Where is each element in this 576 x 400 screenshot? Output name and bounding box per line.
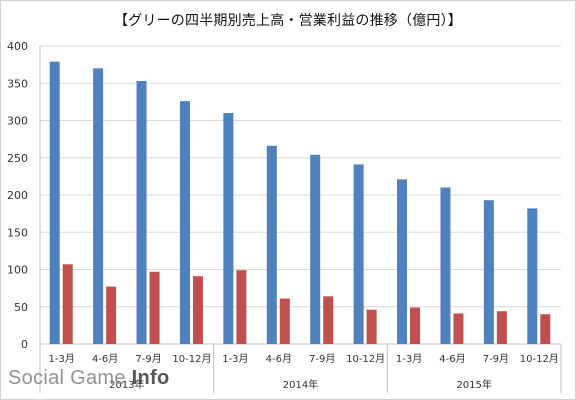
x-tick-label: 4-6月 xyxy=(92,353,118,365)
bar-series-2 xyxy=(453,313,464,344)
x-tick-label: 1-3月 xyxy=(396,353,422,365)
bar-series-1 xyxy=(527,208,538,344)
x-tick-label: 10-12月 xyxy=(172,353,211,365)
x-tick-label: 1-3月 xyxy=(49,353,75,365)
bar-series-1 xyxy=(93,68,104,344)
group-label: 2013年 xyxy=(109,378,144,391)
y-tick-label: 0 xyxy=(21,338,28,351)
bar-series-2 xyxy=(149,271,160,344)
x-tick-label: 10-12月 xyxy=(346,353,385,365)
bar-series-1 xyxy=(440,187,451,344)
y-tick-label: 300 xyxy=(7,115,28,128)
y-tick-label: 150 xyxy=(7,226,28,239)
bar-series-2 xyxy=(366,309,377,344)
watermark-logo: Social Game Info xyxy=(8,367,170,390)
x-tick-label: 10-12月 xyxy=(520,353,559,365)
y-tick-label: 400 xyxy=(7,40,28,53)
bar-series-2 xyxy=(106,286,117,344)
bar-series-1 xyxy=(353,164,364,344)
x-tick-label: 4-6月 xyxy=(266,353,292,365)
group-label: 2015年 xyxy=(456,378,491,391)
x-tick-label: 7-9月 xyxy=(135,353,161,365)
bar-series-1 xyxy=(49,61,60,345)
x-tick-label: 7-9月 xyxy=(309,353,335,365)
chart-title: 【グリーの四半期別売上高・営業利益の推移（億円）】 xyxy=(114,13,462,29)
bar-series-2 xyxy=(62,264,73,344)
bar-series-1 xyxy=(266,145,277,344)
x-tick-label: 4-6月 xyxy=(439,353,465,365)
bar-series-2 xyxy=(496,311,507,344)
bar-series-2 xyxy=(323,296,334,344)
bar-series-1 xyxy=(310,154,321,344)
bar-series-2 xyxy=(279,298,290,344)
watermark-text: Social Game xyxy=(8,367,132,389)
bar-series-1 xyxy=(483,200,494,344)
bar-series-1 xyxy=(397,179,408,344)
bar-series-1 xyxy=(223,113,234,344)
bar-series-2 xyxy=(540,314,551,344)
watermark-text-highlight: Info xyxy=(131,367,170,389)
bar-series-2 xyxy=(192,276,203,344)
x-tick-label: 7-9月 xyxy=(483,353,509,365)
group-label: 2014年 xyxy=(283,378,318,391)
y-tick-label: 50 xyxy=(14,301,28,314)
x-tick-label: 1-3月 xyxy=(222,353,248,365)
y-tick-label: 100 xyxy=(7,264,28,277)
bar-series-1 xyxy=(179,101,190,344)
bar-series-1 xyxy=(136,81,147,344)
y-tick-label: 350 xyxy=(7,77,28,90)
y-tick-label: 250 xyxy=(7,152,28,165)
bar-series-2 xyxy=(236,270,247,344)
bar-series-2 xyxy=(410,307,421,344)
y-tick-label: 200 xyxy=(7,189,28,202)
